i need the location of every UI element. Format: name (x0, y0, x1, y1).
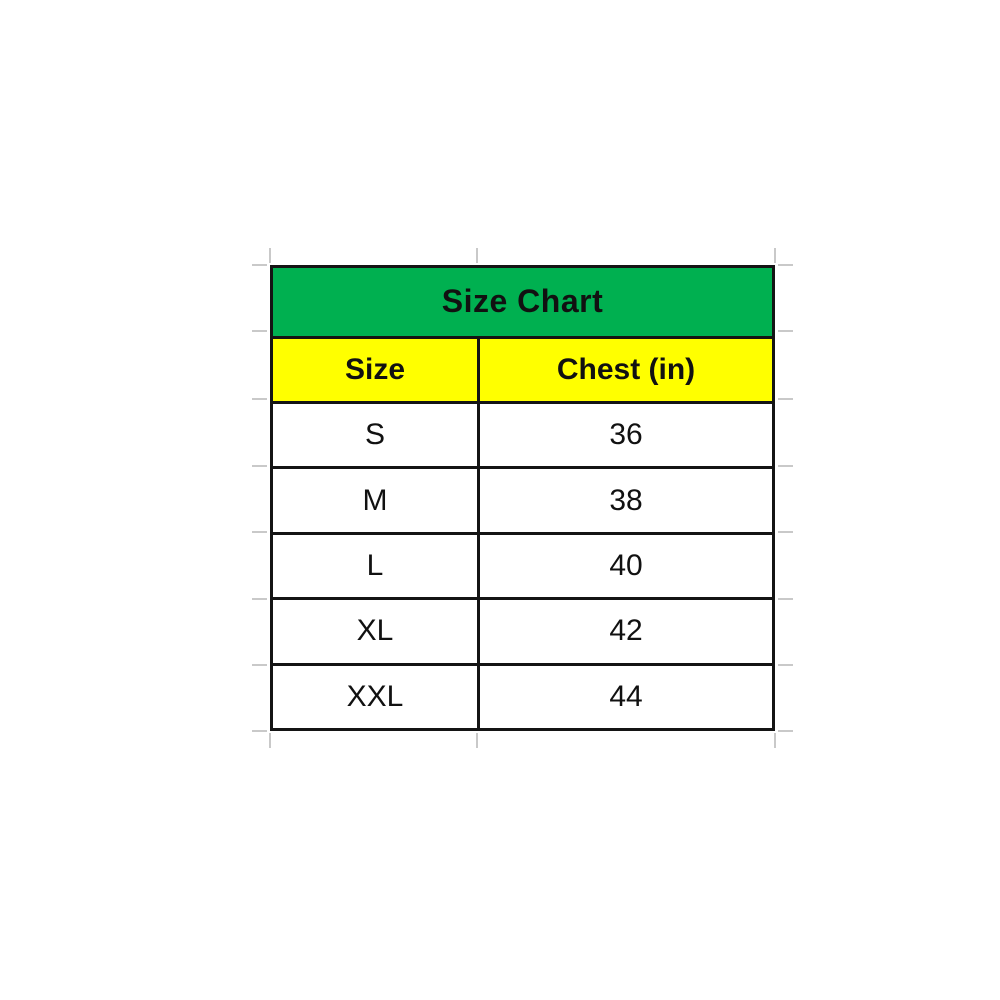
gridline-stub (774, 248, 776, 263)
size-chart-table: Size Chart Size Chest (in) S 36 M 38 L 4… (270, 265, 775, 732)
size-cell: L (270, 531, 480, 601)
column-header-size: Size (270, 335, 480, 405)
chest-cell: 38 (477, 466, 775, 535)
gridline-stub (269, 733, 271, 748)
gridline-stub (774, 733, 776, 748)
table-row: Size Chart (270, 265, 775, 339)
chest-cell: 44 (477, 662, 775, 732)
gridline-stub (252, 664, 267, 666)
gridline-stub (778, 330, 793, 332)
gridline-stub (778, 264, 793, 266)
table-row: XXL 44 (270, 662, 775, 732)
table-row: M 38 (270, 466, 775, 535)
gridline-stub (252, 264, 267, 266)
size-cell: M (270, 466, 480, 535)
chest-cell: 36 (477, 401, 775, 470)
gridline-stub (778, 730, 793, 732)
gridline-stub (252, 465, 267, 467)
size-cell: S (270, 401, 480, 470)
gridline-stub (252, 330, 267, 332)
table-row: Size Chest (in) (270, 335, 775, 405)
table-row: XL 42 (270, 597, 775, 666)
table-row: S 36 (270, 401, 775, 470)
gridline-stub (269, 248, 271, 263)
gridline-stub (252, 398, 267, 400)
table-row: L 40 (270, 531, 775, 601)
gridline-stub (476, 733, 478, 748)
gridline-stub (778, 398, 793, 400)
gridline-stub (252, 598, 267, 600)
gridline-stub (778, 664, 793, 666)
gridline-stub (778, 465, 793, 467)
gridline-stub (778, 598, 793, 600)
chest-cell: 40 (477, 531, 775, 601)
gridline-stub (778, 531, 793, 533)
gridline-stub (252, 531, 267, 533)
size-cell: XXL (270, 662, 480, 732)
column-header-chest: Chest (in) (477, 335, 775, 405)
chest-cell: 42 (477, 597, 775, 666)
gridline-stub (476, 248, 478, 263)
gridline-stub (252, 730, 267, 732)
size-cell: XL (270, 597, 480, 666)
table-title: Size Chart (270, 265, 775, 339)
